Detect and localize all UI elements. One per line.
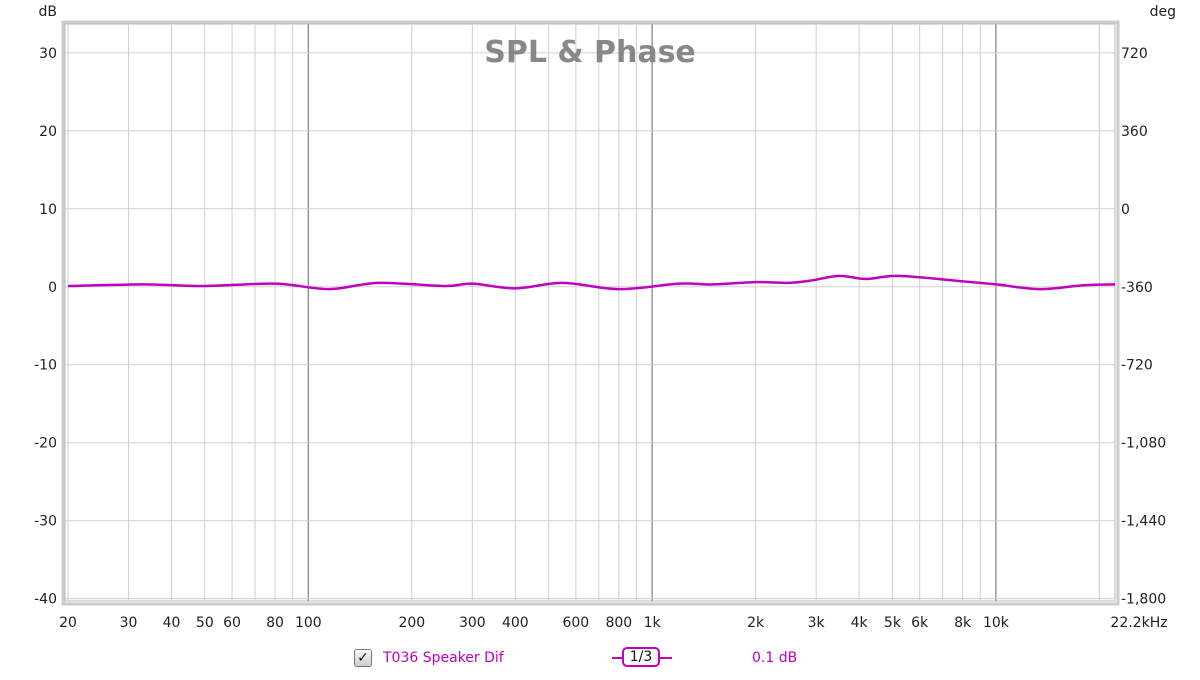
x-tick-label: 60	[223, 615, 241, 631]
y2-axis-label: deg	[1150, 4, 1176, 20]
x-tick-label: 2k	[747, 615, 765, 631]
y-tick-label: -40	[34, 592, 57, 608]
x-tick-label: 6k	[911, 615, 929, 631]
x-tick-label: 800	[605, 615, 632, 631]
x-tick-label: 300	[459, 615, 486, 631]
x-tick-label: 40	[163, 615, 181, 631]
y2-tick-label: 360	[1121, 124, 1148, 140]
series-visibility-checkbox[interactable]: ✓	[354, 649, 372, 667]
y2-tick-label: 0	[1121, 202, 1130, 218]
y-axis-label: dB	[39, 4, 58, 20]
legend-offset: 0.1 dB	[752, 650, 798, 666]
smoothing-button[interactable]: 1/3	[612, 647, 672, 669]
y2-tick-label: -720	[1121, 358, 1153, 374]
x-tick-label: 400	[502, 615, 529, 631]
y-tick-label: 0	[48, 280, 57, 296]
smoothing-label: 1/3	[622, 647, 660, 667]
y-tick-label: -20	[34, 436, 57, 452]
x-tick-label: 50	[196, 615, 214, 631]
y-tick-label: -30	[34, 514, 57, 530]
x-tick-label: 10k	[983, 615, 1010, 631]
x-tick-label: 5k	[884, 615, 902, 631]
plot-frame-shadow	[61, 20, 1120, 606]
y2-tick-label: -360	[1121, 280, 1153, 296]
y-tick-label: 10	[39, 202, 57, 218]
chart-title: SPL & Phase	[484, 35, 696, 70]
y2-tick-label: 720	[1121, 46, 1148, 62]
x-tick-label: 3k	[808, 615, 826, 631]
legend-series-name: T036 Speaker Dif	[383, 650, 504, 666]
x-tick-label: 600	[562, 615, 589, 631]
x-tick-label: 22.2kHz	[1110, 615, 1167, 631]
x-tick-label: 1k	[644, 615, 662, 631]
x-tick-label: 80	[266, 615, 284, 631]
y-tick-label: 30	[39, 46, 57, 62]
series-line	[67, 274, 1116, 291]
plot-area	[64, 23, 1116, 602]
y2-tick-label: -1,800	[1121, 592, 1166, 608]
x-tick-label: 20	[59, 615, 77, 631]
y-tick-label: -10	[34, 358, 57, 374]
x-tick-label: 30	[120, 615, 138, 631]
y2-tick-label: -1,080	[1121, 436, 1166, 452]
x-tick-label: 200	[398, 615, 425, 631]
y2-tick-label: -1,440	[1121, 514, 1166, 530]
x-tick-label: 8k	[954, 615, 972, 631]
x-tick-label: 4k	[851, 615, 869, 631]
y-tick-label: 20	[39, 124, 57, 140]
x-tick-label: 100	[295, 615, 322, 631]
